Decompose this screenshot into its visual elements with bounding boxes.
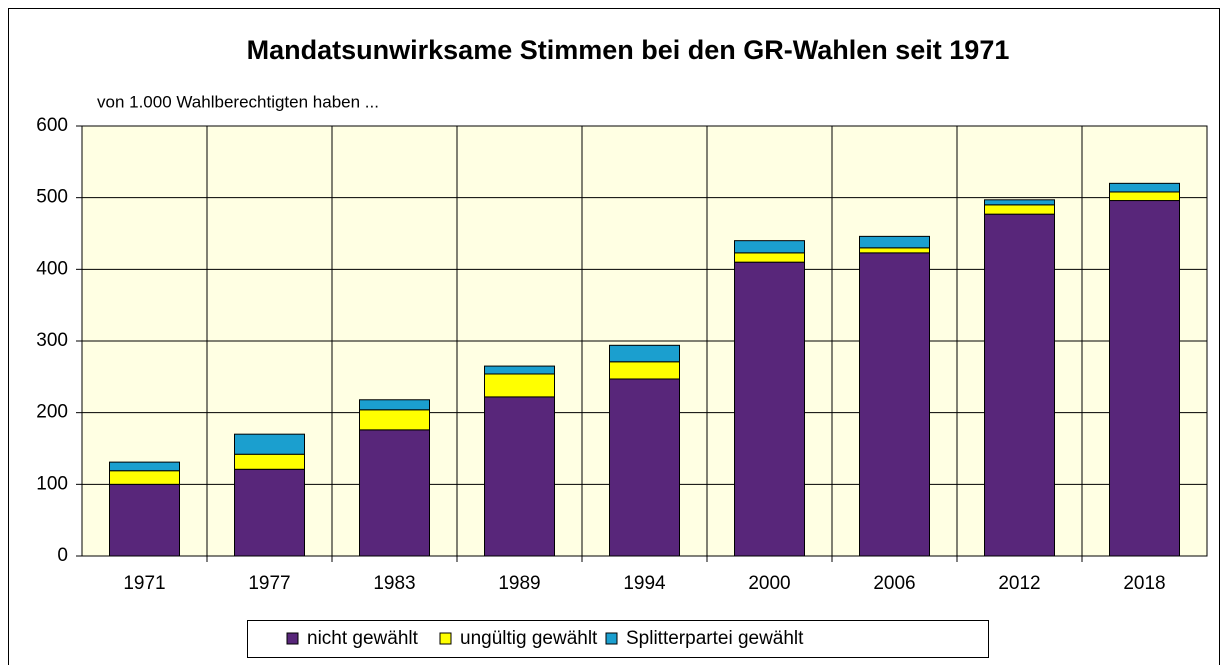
bar-segment xyxy=(109,483,180,557)
y-tick-label: 100 xyxy=(36,473,68,494)
chart-title: Mandatsunwirksame Stimmen bei den GR-Wah… xyxy=(247,35,1010,65)
x-tick-label: 2006 xyxy=(873,573,915,594)
x-tick-label: 2018 xyxy=(1123,573,1165,594)
bar-segment xyxy=(859,252,930,557)
bar-segment xyxy=(359,429,430,557)
y-tick-label: 200 xyxy=(36,402,68,423)
x-tick-label: 1983 xyxy=(373,573,415,594)
chart-subtitle: von 1.000 Wahlberechtigten haben ... xyxy=(97,92,379,111)
bar-segment xyxy=(609,361,680,380)
bar-segment xyxy=(1109,182,1180,193)
legend-swatch xyxy=(439,632,452,645)
bar-segment xyxy=(484,396,555,557)
bar-segment xyxy=(734,252,805,263)
y-tick-label: 400 xyxy=(36,258,68,279)
y-tick-label: 600 xyxy=(36,115,68,136)
x-tick-label: 1989 xyxy=(498,573,540,594)
x-tick-label: 1971 xyxy=(123,573,165,594)
legend-label: nicht gewählt xyxy=(307,628,419,649)
bar-segment xyxy=(609,344,680,363)
bar-segment xyxy=(359,409,430,431)
bar-segment xyxy=(484,373,555,398)
bar-segment xyxy=(734,261,805,557)
bar-segment xyxy=(1109,191,1180,202)
legend-box xyxy=(247,620,989,658)
bar-segment xyxy=(234,453,305,470)
bar-segment xyxy=(234,468,305,557)
legend-label: Splitterpartei gewählt xyxy=(626,628,804,649)
x-tick-label: 2000 xyxy=(748,573,790,594)
bar-segment xyxy=(859,235,930,249)
bar-segment xyxy=(734,240,805,254)
bar-segment xyxy=(234,433,305,455)
bar-segment xyxy=(359,399,430,411)
bar-segment xyxy=(109,470,180,485)
bar-segment xyxy=(984,204,1055,215)
x-tick-label: 1977 xyxy=(248,573,290,594)
bar-segment xyxy=(109,461,180,472)
y-tick-label: 300 xyxy=(36,330,68,351)
bar-segment xyxy=(859,247,930,254)
bar-segment xyxy=(484,365,555,375)
bar-segment xyxy=(984,199,1055,206)
bar-segment xyxy=(1109,200,1180,557)
y-tick-label: 0 xyxy=(57,545,68,566)
legend-swatch xyxy=(286,632,299,645)
x-tick-label: 1994 xyxy=(623,573,666,594)
y-tick-label: 500 xyxy=(36,187,68,208)
legend-swatch xyxy=(605,632,618,645)
bar-segment xyxy=(609,378,680,557)
legend-label: ungültig gewählt xyxy=(460,628,598,649)
x-tick-label: 2012 xyxy=(998,573,1040,594)
bar-segment xyxy=(984,213,1055,557)
